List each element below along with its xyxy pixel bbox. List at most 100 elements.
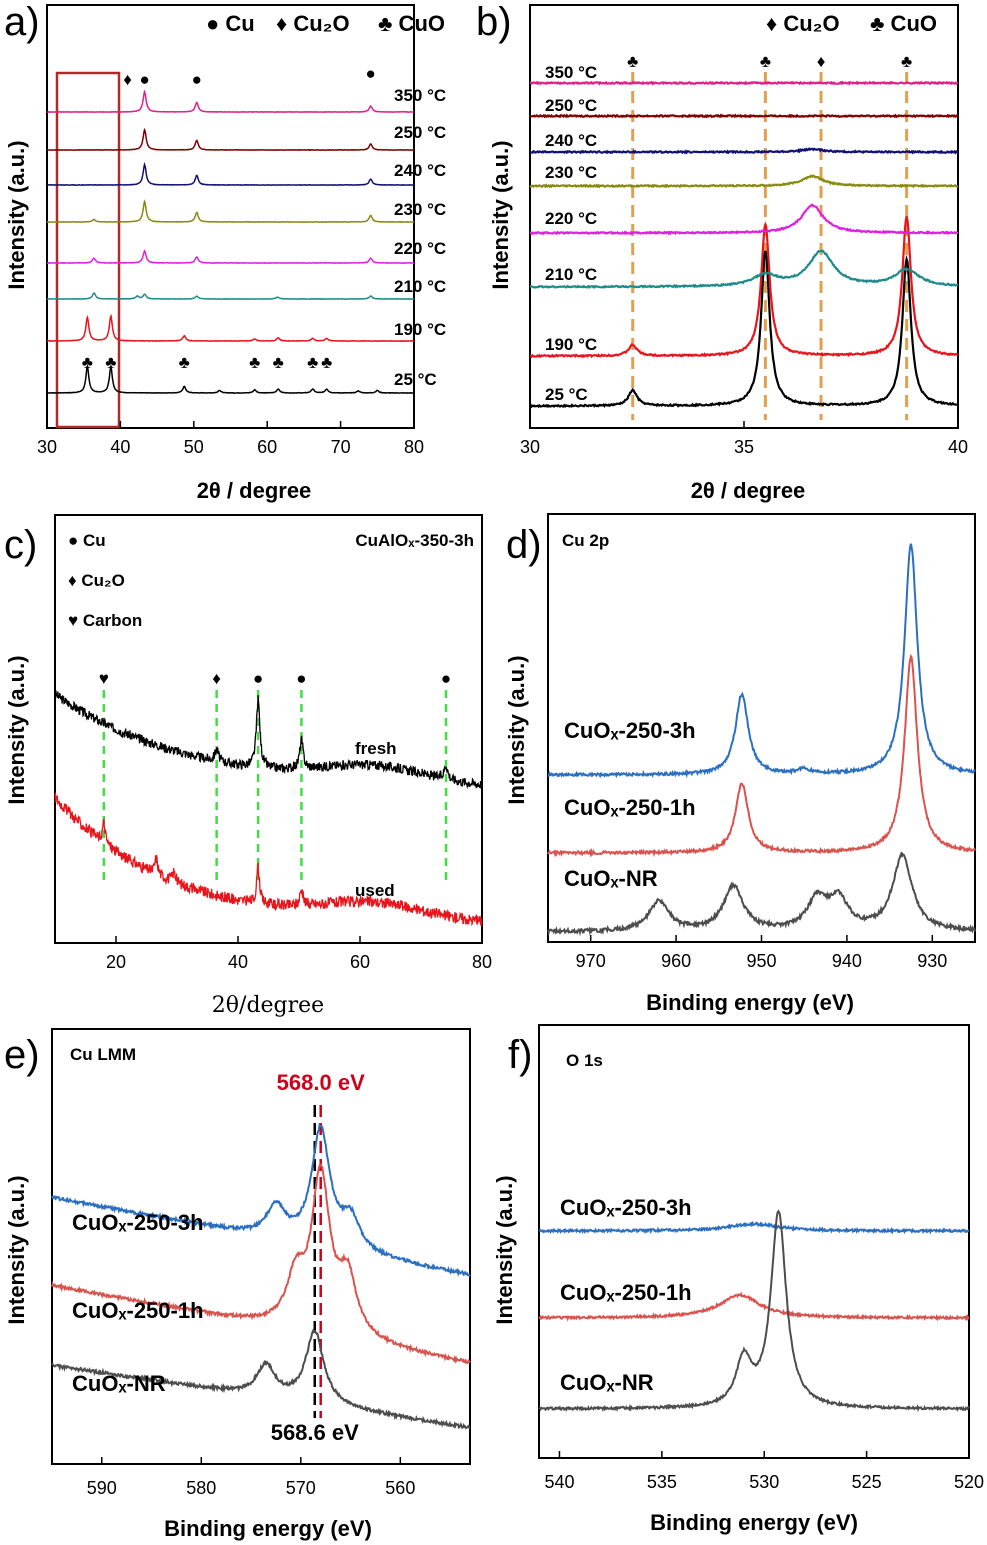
x-tick-label: 960	[661, 951, 691, 971]
series-label: 240 °C	[545, 131, 597, 150]
series-label: 230 °C	[394, 200, 446, 219]
series-label: 25 °C	[545, 385, 588, 404]
x-tick-label: 570	[286, 1478, 316, 1498]
peak-marker: ♥	[99, 669, 109, 688]
series-label: 240 °C	[394, 161, 446, 180]
panel-f-letter: f)	[508, 1033, 532, 1077]
panel-a-letter: a)	[4, 0, 40, 44]
series-line	[46, 89, 414, 114]
legend-cu: ● Cu	[68, 531, 106, 550]
peak-marker: ♦	[212, 669, 221, 688]
series-label: CuOₓ-NR	[72, 1371, 166, 1396]
legend-cuo: ♣ CuO	[378, 11, 445, 36]
panel-d: d) Cu 2p CuOₓ-250-3h CuOₓ-250-1h CuOₓ-NR 9…	[504, 513, 976, 1015]
panel-d-curves: CuOₓ-250-3h CuOₓ-250-1h CuOₓ-NR	[547, 543, 976, 937]
panel-e-letter: e)	[4, 1033, 40, 1077]
peak-marker: ●	[296, 669, 306, 688]
series-line	[538, 1291, 970, 1322]
series-line	[529, 113, 959, 119]
x-tick-label: 30	[520, 437, 540, 457]
series-label: 350 °C	[545, 63, 597, 82]
series-label: CuOₓ-250-1h	[72, 1298, 204, 1323]
series-line	[529, 216, 959, 359]
x-tick-label: 560	[385, 1478, 415, 1498]
series-line	[46, 313, 415, 343]
x-tick-label: 590	[87, 1478, 117, 1498]
series-label: 250 °C	[545, 96, 597, 115]
panel-d-title: Cu 2p	[562, 531, 609, 550]
panel-b-xlabel: 2θ / degree	[691, 478, 806, 503]
series-label: 230 °C	[545, 163, 597, 182]
x-tick-label: 520	[954, 1472, 984, 1492]
series-label: CuOₓ-250-1h	[560, 1280, 692, 1305]
panel-c-ylabel: Intensity (a.u.)	[4, 655, 29, 804]
series-line	[47, 363, 415, 394]
panel-e-xlabel: Binding energy (eV)	[164, 1516, 372, 1541]
peak-marker: ●	[441, 669, 451, 688]
peak-marker: ♣	[627, 52, 638, 71]
x-tick-label: 80	[472, 952, 492, 972]
x-tick-label: 940	[832, 951, 862, 971]
x-tick-label: 950	[746, 951, 776, 971]
annotation-568-0: 568.0 eV	[277, 1070, 365, 1095]
peak-marker: ♣	[760, 52, 771, 71]
panel-a-xlabel: 2θ / degree	[197, 478, 312, 503]
peak-marker: ♣	[82, 353, 93, 372]
x-tick-label: 40	[228, 952, 248, 972]
peak-marker: ♣	[321, 353, 332, 372]
series-label: CuOₓ-NR	[564, 866, 658, 891]
series-line	[529, 174, 959, 189]
panel-c-x-axis: 20 40 60 80	[106, 936, 492, 972]
panel-f-curves: CuOₓ-250-3h CuOₓ-250-1h CuOₓ-NR	[538, 1195, 970, 1413]
panel-b-legend: ♦ Cu₂O ♣ CuO	[766, 11, 937, 36]
panel-a-legend: ● Cu ♦ Cu₂O ♣ CuO	[206, 11, 445, 36]
peak-marker: ♣	[901, 52, 912, 71]
series-label: 250 °C	[394, 123, 446, 142]
panel-a: a) ● Cu ♦ Cu₂O ♣ CuO 25 °C 190 °C 210 °C 22…	[4, 0, 446, 503]
x-tick-label: 40	[948, 437, 968, 457]
x-tick-label: 60	[350, 952, 370, 972]
legend-cu2o: ♦ Cu₂O	[766, 11, 840, 36]
x-tick-label: 580	[186, 1478, 216, 1498]
panel-b-x-axis: 30 35 40	[520, 421, 968, 457]
panel-f: f) O 1s CuOₓ-250-3h CuOₓ-250-1h CuOₓ-NR 54…	[492, 1024, 984, 1535]
series-line	[529, 147, 959, 155]
panel-e-x-axis: 590 580 570 560	[87, 1457, 415, 1498]
peak-marker: ♣	[249, 353, 260, 372]
series-label: fresh	[355, 739, 397, 758]
x-tick-label: 535	[647, 1472, 677, 1492]
legend-cu2o: ♦ Cu₂O	[68, 571, 125, 590]
series-line	[51, 1122, 471, 1277]
x-tick-label: 970	[576, 951, 606, 971]
series-line	[47, 249, 414, 265]
panel-d-xlabel: Binding energy (eV)	[646, 990, 854, 1015]
series-label: 220 °C	[394, 239, 446, 258]
series-line	[529, 249, 959, 289]
panel-c-reference-lines: ♥ ♦ ● ● ●	[99, 669, 451, 880]
panel-a-markers: ♦ ● ● ●♣ ♣ ♣ ♣ ♣ ♣ ♣	[82, 64, 376, 372]
panel-a-frame	[46, 4, 415, 429]
series-label: 210 °C	[394, 277, 446, 296]
series-line	[51, 1328, 471, 1430]
series-line	[547, 543, 976, 779]
panel-d-letter: d)	[506, 523, 542, 567]
peak-marker: ♣	[179, 353, 190, 372]
panel-c-xlabel: 2θ/degree	[212, 993, 324, 1018]
peak-marker: ●	[192, 70, 202, 89]
series-label: CuOₓ-250-3h	[560, 1195, 692, 1220]
series-line	[54, 690, 483, 790]
x-tick-label: 525	[852, 1472, 882, 1492]
x-tick-label: 50	[184, 437, 204, 457]
panel-b-letter: b)	[476, 0, 512, 44]
series-label: 190 °C	[394, 320, 446, 339]
series-line	[529, 250, 959, 409]
peak-marker: ●	[253, 669, 263, 688]
panel-c-curves: fresh used	[54, 690, 483, 928]
panel-b: b) ♦ Cu₂O ♣ CuO ♣ ♣ ♦ ♣ 25 °C 190 °C 210 °C 22…	[476, 0, 968, 503]
panel-a-curves: 25 °C 190 °C 210 °C 220 °C 230 °C 240 °C 250 °…	[46, 86, 446, 394]
panel-a-ylabel: Intensity (a.u.)	[4, 140, 29, 289]
series-label: 25 °C	[394, 370, 437, 389]
series-line	[51, 1163, 471, 1365]
series-line	[46, 199, 415, 224]
panel-c-title: CuAlOₓ-350-3h	[355, 531, 474, 550]
